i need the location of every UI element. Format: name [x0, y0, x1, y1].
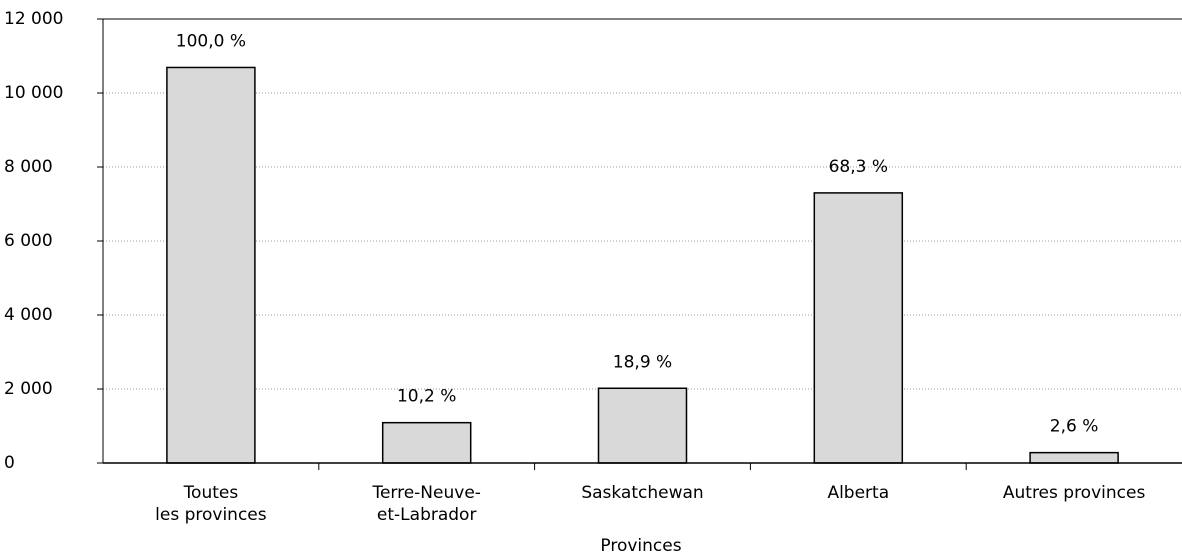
x-tick-label: Terre-Neuve- et-Labrador [372, 483, 481, 525]
y-tick-label: 12 000 [4, 9, 63, 29]
y-tick-label: 4 000 [4, 305, 53, 325]
data-label: 2,6 % [1050, 417, 1099, 437]
data-label: 68,3 % [829, 157, 888, 177]
y-tick-label: 8 000 [4, 157, 53, 177]
bar [381, 421, 472, 464]
x-tick-label: Saskatchewan [581, 483, 704, 503]
x-tick-label: Alberta [827, 483, 890, 503]
y-tick-label: 2 000 [4, 379, 53, 399]
x-axis-label: Provinces [600, 536, 682, 556]
y-tick-label: 0 [4, 453, 15, 473]
bar [166, 66, 256, 464]
bar [597, 387, 688, 464]
bar [813, 192, 904, 464]
x-tick-label: Autres provinces [1002, 483, 1146, 503]
bar [1029, 451, 1119, 464]
data-label: 18,9 % [613, 352, 672, 372]
y-tick-label: 10 000 [4, 83, 63, 103]
data-label: 100,0 % [176, 31, 246, 51]
data-label: 10,2 % [397, 387, 456, 407]
y-tick-label: 6 000 [4, 231, 53, 251]
x-tick-label: Toutes les provinces [155, 483, 267, 525]
